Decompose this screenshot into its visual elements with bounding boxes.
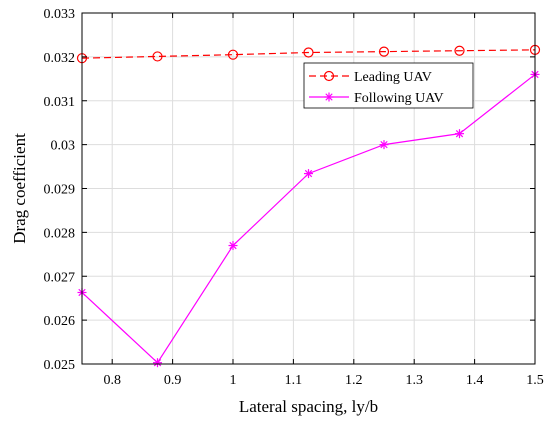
y-axis-label: Drag coefficient — [10, 133, 29, 244]
data-point-following-uav — [379, 140, 389, 150]
y-tick-label: 0.032 — [44, 51, 76, 66]
data-point-leading-uav — [378, 46, 390, 57]
legend-label-following-uav: Following UAV — [354, 91, 444, 106]
y-tick-label: 0.028 — [44, 226, 76, 241]
legend-box — [303, 62, 474, 109]
legend-marker-following-uav — [324, 92, 334, 102]
data-point-following-uav — [304, 169, 313, 179]
data-point-leading-uav — [227, 49, 239, 60]
y-tick-label: 0.029 — [44, 183, 76, 198]
x-tick-label: 1 — [230, 373, 237, 388]
series-line-leading-uav — [81, 49, 536, 59]
data-point-leading-uav — [303, 47, 314, 58]
data-point-following-uav — [153, 358, 162, 368]
y-tick-label: 0.026 — [44, 314, 76, 329]
y-tick-label: 0.031 — [44, 95, 76, 110]
y-tick-label: 0.033 — [44, 7, 76, 22]
data-point-following-uav — [455, 129, 464, 139]
y-tick-label: 0.025 — [44, 358, 76, 373]
x-axis-label: Lateral spacing, ly/b — [239, 397, 378, 416]
legend-label-leading-uav: Leading UAV — [354, 70, 432, 85]
data-point-leading-uav — [454, 45, 465, 56]
series-line-following-uav — [81, 73, 536, 364]
legend-marker-leading-uav — [323, 70, 335, 82]
series-layer — [76, 44, 541, 368]
x-tick-label: 1.1 — [285, 373, 303, 388]
data-point-following-uav — [228, 241, 238, 251]
x-tick-label: 1.5 — [526, 373, 544, 388]
x-tick-label: 1.4 — [466, 373, 484, 388]
x-tick-label: 0.8 — [103, 373, 121, 388]
legend: Leading UAV Following UAV — [303, 62, 474, 109]
x-tick-label: 1.2 — [345, 373, 363, 388]
y-tick-label: 0.027 — [44, 270, 76, 285]
x-tick-label: 1.3 — [405, 373, 423, 388]
ticks: 0.8 0.9 1 1.1 1.2 1.3 1.4 1.5 0.025 0.026 0.027 0.0… — [44, 7, 544, 388]
y-tick-label: 0.03 — [51, 139, 76, 154]
data-point-leading-uav — [152, 51, 163, 62]
x-tick-label: 0.9 — [164, 373, 182, 388]
